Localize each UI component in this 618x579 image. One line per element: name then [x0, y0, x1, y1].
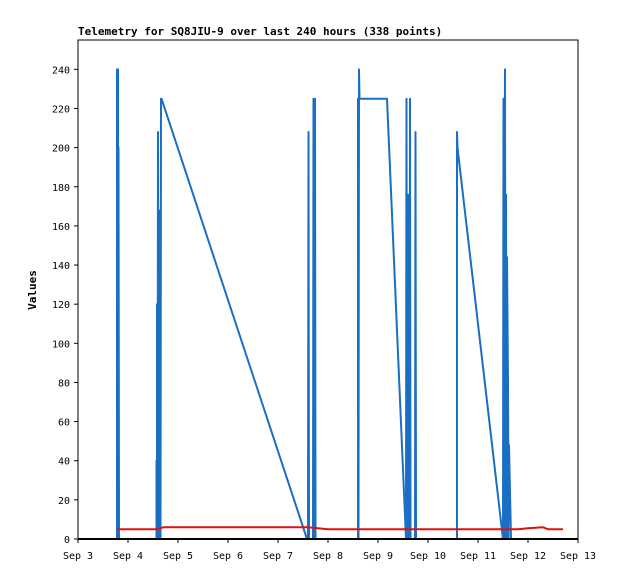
y-tick-label: 240 — [52, 65, 70, 76]
x-axis: Sep 3 Sep 4 Sep 5 Sep 6 Sep 7 Sep 8 Sep 9 Sep 1… — [63, 539, 596, 562]
x-tick-label: Sep 7 — [263, 551, 293, 562]
y-tick-label: 220 — [52, 104, 70, 115]
x-tick-label: Sep 3 — [63, 551, 93, 562]
y-tick-label: 140 — [52, 261, 70, 272]
x-tick-label: Sep 11 — [460, 551, 496, 562]
x-tick-label: Sep 10 — [410, 551, 446, 562]
y-tick-label: 180 — [52, 183, 70, 194]
y-tick-label: 100 — [52, 339, 70, 350]
y-tick-label: 120 — [52, 300, 70, 311]
series-line-1 — [116, 68, 512, 540]
y-tick-label: 200 — [52, 144, 70, 155]
x-tick-label: Sep 4 — [113, 551, 143, 562]
x-tick-label: Sep 6 — [213, 551, 243, 562]
x-tick-label: Sep 9 — [363, 551, 393, 562]
x-tick-label: Sep 12 — [510, 551, 546, 562]
y-tick-label: 160 — [52, 222, 70, 233]
series-line-2 — [117, 526, 563, 531]
series-layer — [78, 68, 578, 540]
x-tick-label: Sep 5 — [163, 551, 193, 562]
y-tick-label: 0 — [64, 535, 70, 546]
y-tick-label: 20 — [58, 496, 70, 507]
chart-title: Telemetry for SQ8JIU-9 over last 240 hou… — [78, 25, 442, 38]
y-tick-label: 60 — [58, 418, 70, 429]
x-tick-label: Sep 8 — [313, 551, 343, 562]
y-tick-label: 40 — [58, 457, 70, 468]
y-axis: 0 20 40 60 80 100 120 140 160 180 200 220 240 — [52, 65, 78, 546]
y-axis-label: Values — [26, 270, 39, 310]
x-tick-label: Sep 13 — [560, 551, 596, 562]
y-tick-label: 80 — [58, 378, 70, 389]
